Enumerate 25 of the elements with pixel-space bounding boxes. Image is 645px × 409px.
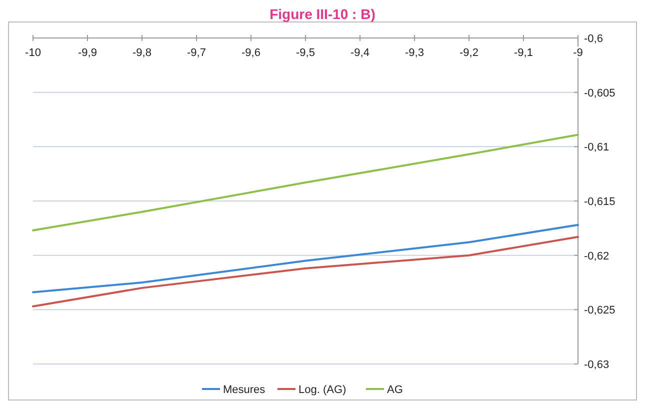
y-tick-label: -0,61 bbox=[584, 142, 610, 154]
y-tick-label: -0,6 bbox=[584, 33, 603, 45]
y-tick-label: -0,615 bbox=[584, 196, 616, 208]
x-tick-label: -9,8 bbox=[132, 47, 152, 59]
x-tick-label: -10 bbox=[25, 47, 41, 59]
x-tick-label: -9,4 bbox=[350, 47, 370, 59]
legend-label: Mesures bbox=[223, 384, 266, 396]
x-tick-label: -9 bbox=[573, 47, 583, 59]
x-tick-label: -9,2 bbox=[460, 47, 478, 59]
x-tick-label: -9,5 bbox=[296, 47, 315, 59]
x-tick-label: -9,1 bbox=[514, 47, 533, 59]
legend-label: Log. (AG) bbox=[298, 384, 346, 396]
x-tick-label: -9,9 bbox=[78, 47, 97, 59]
line-series bbox=[32, 224, 579, 294]
y-tick-label: -0,605 bbox=[584, 87, 616, 100]
y-tick-label: -0,625 bbox=[584, 304, 616, 317]
x-tick-label: -9,6 bbox=[242, 47, 260, 59]
line-series bbox=[32, 134, 579, 232]
y-tick-label: -0,63 bbox=[584, 359, 610, 371]
y-tick-label: -0,62 bbox=[584, 250, 610, 262]
line-series bbox=[32, 236, 579, 308]
x-tick-label: -9,3 bbox=[405, 47, 424, 59]
x-tick-label: -9,7 bbox=[187, 47, 206, 59]
legend-label: AG bbox=[387, 384, 403, 396]
chart-title: Figure III-10 : B) bbox=[270, 6, 376, 22]
